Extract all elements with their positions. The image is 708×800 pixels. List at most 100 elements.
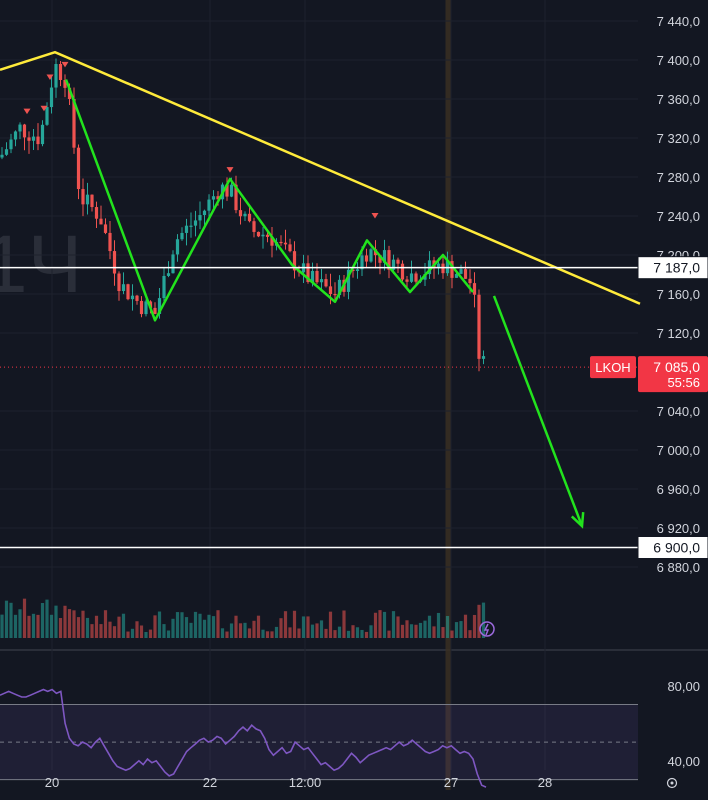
volume-bar bbox=[58, 618, 63, 638]
candle-body bbox=[229, 184, 234, 197]
volume-bar bbox=[238, 623, 243, 638]
main-pane[interactable] bbox=[0, 0, 638, 645]
volume-bar bbox=[387, 630, 391, 638]
candle-body bbox=[67, 87, 72, 99]
price-label-box bbox=[638, 356, 708, 393]
volume-bar bbox=[324, 628, 328, 638]
candle-body bbox=[36, 136, 40, 145]
candle-body bbox=[99, 218, 103, 225]
price-scale[interactable] bbox=[638, 0, 708, 800]
signal-marker bbox=[61, 61, 69, 68]
forecast-arrow-head bbox=[570, 511, 585, 529]
flash-icon[interactable] bbox=[479, 621, 495, 637]
volume-bar bbox=[207, 614, 211, 638]
y-tick-label: 7 440,0 bbox=[657, 14, 700, 29]
volume-bar bbox=[346, 630, 351, 638]
volume-bar bbox=[445, 615, 450, 638]
candle-body bbox=[207, 199, 211, 211]
volume-bar bbox=[153, 615, 157, 638]
candle-body bbox=[387, 250, 391, 270]
candle-body bbox=[63, 79, 67, 88]
candle-body bbox=[13, 131, 18, 140]
volume-bar bbox=[427, 615, 432, 638]
volume-bar bbox=[454, 622, 459, 638]
candle-body bbox=[351, 269, 355, 271]
candle-body bbox=[54, 63, 58, 88]
candle-body bbox=[265, 234, 270, 237]
candle-body bbox=[238, 210, 243, 217]
signal-marker bbox=[46, 74, 54, 81]
timeframe-watermark: 1Ч bbox=[0, 219, 82, 310]
candle-body bbox=[202, 210, 207, 216]
volume-bar bbox=[49, 614, 54, 638]
volume-bar bbox=[441, 627, 445, 638]
candle-body bbox=[369, 249, 373, 262]
volume-bar bbox=[270, 631, 274, 638]
volume-bar bbox=[189, 622, 193, 638]
candle-body bbox=[333, 293, 337, 296]
volume-bar bbox=[256, 615, 261, 638]
volume-bar bbox=[355, 627, 360, 638]
y-tick-label: 7 400,0 bbox=[657, 53, 700, 68]
candle-body bbox=[288, 244, 292, 252]
volume-bar bbox=[225, 631, 229, 638]
candle-body bbox=[315, 270, 319, 283]
y-tick-label: 7 280,0 bbox=[657, 170, 700, 185]
volume-bar bbox=[18, 609, 22, 638]
volume-bar bbox=[103, 610, 108, 638]
volume-bar bbox=[459, 621, 463, 638]
oscillator-pane bbox=[0, 688, 638, 788]
candle-body bbox=[243, 213, 247, 217]
candle-body bbox=[189, 225, 193, 227]
candle-body bbox=[454, 273, 459, 278]
candle-body bbox=[256, 231, 261, 237]
volume-bar bbox=[126, 631, 130, 638]
y-tick-label: 7 240,0 bbox=[657, 209, 700, 224]
volume-bar bbox=[472, 614, 477, 638]
volume-bar bbox=[279, 618, 283, 638]
volume-bar bbox=[220, 628, 225, 638]
volume-bar bbox=[252, 620, 256, 638]
volume-bar bbox=[319, 620, 324, 638]
volume-bar bbox=[396, 616, 400, 638]
price-label-value: 7 085,0 bbox=[653, 359, 700, 375]
x-tick-label: 22 bbox=[203, 775, 217, 790]
x-tick-label: 20 bbox=[45, 775, 59, 790]
level-label-box bbox=[637, 256, 708, 280]
volume-bar bbox=[202, 619, 207, 638]
candle-body bbox=[31, 136, 36, 141]
settings-icon[interactable] bbox=[666, 777, 678, 789]
candle-body bbox=[472, 283, 477, 295]
drawings bbox=[0, 50, 641, 549]
volume-bar bbox=[468, 630, 472, 638]
level-label-box bbox=[637, 536, 708, 559]
volume-bar bbox=[36, 614, 40, 638]
candle-body bbox=[396, 259, 400, 264]
candle-body bbox=[481, 356, 486, 359]
volume-bar bbox=[130, 628, 135, 638]
volume-bar bbox=[400, 624, 405, 638]
volume-bar bbox=[139, 625, 144, 638]
y-tick-label: 7 360,0 bbox=[657, 92, 700, 107]
volume-bar bbox=[342, 610, 346, 638]
volume-bar bbox=[162, 624, 166, 638]
candle-body bbox=[153, 307, 157, 314]
volume-bar bbox=[144, 631, 148, 638]
candle-body bbox=[337, 279, 342, 296]
volume-bar bbox=[229, 623, 234, 638]
candle-body bbox=[198, 215, 202, 221]
candle-body bbox=[463, 269, 468, 279]
volume-bar bbox=[13, 614, 18, 638]
y-tick-label: 6 920,0 bbox=[657, 521, 700, 536]
candle-body bbox=[477, 294, 481, 359]
volume-bar bbox=[481, 602, 486, 638]
candle-body bbox=[18, 124, 22, 132]
volume-bar bbox=[234, 615, 238, 638]
candle-body bbox=[126, 284, 130, 300]
candle-body bbox=[216, 196, 220, 200]
candle-body bbox=[319, 279, 324, 283]
candle-body bbox=[9, 139, 13, 150]
volume-bar bbox=[414, 624, 418, 638]
candle-body bbox=[328, 286, 333, 294]
